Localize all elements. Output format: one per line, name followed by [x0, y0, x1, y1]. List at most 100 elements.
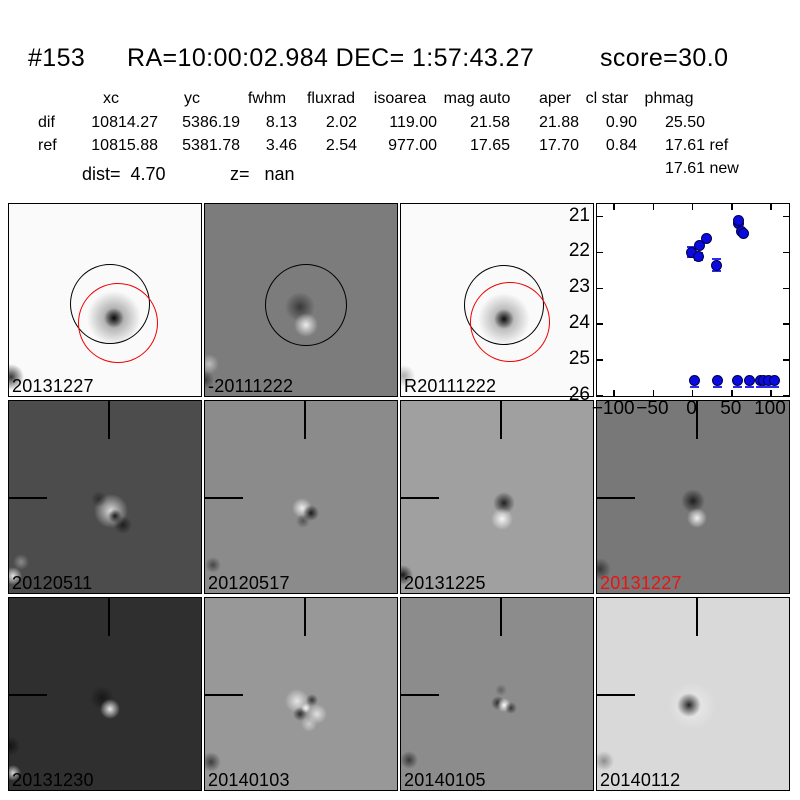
stamp-blob-dark — [491, 696, 505, 710]
crosshair-tick-horizontal — [9, 694, 47, 696]
crosshair-tick-vertical — [696, 401, 698, 439]
stamp-blob-dark — [205, 557, 221, 573]
stamp-blob-dark — [597, 751, 614, 771]
candidate-coords: RA=10:00:02.984 DEC= 1:57:43.27 — [127, 44, 535, 72]
stamp-blob-dark — [114, 516, 132, 534]
crosshair-tick-horizontal — [597, 497, 635, 499]
table-header: phmag — [644, 90, 694, 107]
detection-point — [733, 215, 745, 227]
crosshair-tick-vertical — [500, 598, 502, 636]
table-cell: 21.88 — [538, 114, 579, 131]
limit-cap — [690, 386, 700, 388]
candidate-score: score=30.0 — [600, 44, 729, 72]
stamp-label: 20120511 — [12, 573, 93, 593]
limit-cap — [732, 386, 742, 388]
errorbar-cap — [712, 258, 722, 261]
stamp-panel-20140105: 20140105 — [400, 597, 594, 791]
table-cell: 119.00 — [389, 114, 437, 131]
table-header: cl star — [585, 90, 629, 107]
crosshair-tick-vertical — [108, 598, 110, 636]
table-cell: 17.70 — [538, 137, 579, 154]
stamp-blob-dark — [303, 505, 319, 521]
limit-cap — [764, 386, 774, 388]
stamp-panel-20131225: 20131225 — [400, 400, 594, 594]
limit-cap — [759, 386, 769, 388]
stamp-blob-dark — [296, 514, 310, 528]
stamp-panel-20120517: 20120517 — [204, 400, 398, 594]
y-axis-tick-label: 26 — [568, 384, 590, 405]
stamp-blob-bright — [668, 682, 716, 730]
y-axis-tick — [783, 323, 789, 326]
table-header: fwhm — [247, 90, 287, 107]
x-axis-tick — [770, 204, 772, 210]
stamp-blob-bright — [687, 508, 707, 528]
table-cell: 3.46 — [265, 137, 297, 154]
y-axis-tick-label: 21 — [568, 204, 590, 226]
dist-label: dist= 4.70 — [82, 164, 166, 184]
aperture-circle — [265, 264, 347, 346]
stamp-blob-bright — [301, 703, 311, 713]
y-axis-tick-label: 24 — [568, 312, 590, 334]
table-cell: 21.58 — [469, 114, 510, 131]
stamp-blob-bright — [205, 354, 219, 374]
x-axis-tick-label: 50 — [720, 398, 742, 419]
x-axis-tick — [730, 204, 733, 210]
stamp-blob-dark — [90, 686, 114, 710]
stamp-blob-bright — [497, 698, 511, 712]
y-axis-tick — [597, 359, 603, 361]
x-axis-tick — [770, 390, 772, 396]
stamp-label: R20111222 — [404, 376, 497, 396]
stamp-blob-bright — [13, 554, 29, 570]
table-header: yc — [184, 90, 200, 107]
lightcurve-panel — [596, 203, 790, 397]
y-axis-tick — [597, 287, 603, 290]
stamp-blob-bright — [285, 689, 309, 713]
y-axis-tick — [597, 215, 603, 218]
table-cell: 10814.27 — [91, 114, 158, 131]
phmag-new-note: 17.61 new — [665, 160, 739, 177]
detection-point — [694, 240, 706, 252]
stamp-label: 20131227 — [12, 376, 94, 396]
limit-point — [743, 375, 755, 387]
detection-point — [711, 259, 723, 271]
stamp-panel-20111222: -20111222 — [204, 203, 398, 397]
limit-point — [712, 375, 724, 387]
table-cell: 2.54 — [325, 137, 357, 154]
stamp-panel-20120511: 20120511 — [8, 400, 202, 594]
table-cell: 10815.88 — [91, 137, 158, 154]
table-cell: 5386.19 — [182, 114, 240, 131]
crosshair-tick-horizontal — [205, 694, 243, 696]
crosshair-tick-horizontal — [9, 497, 47, 499]
table-cell: 5381.78 — [182, 137, 240, 154]
crosshair-tick-horizontal — [205, 497, 243, 499]
crosshair-tick-vertical — [108, 401, 110, 439]
y-axis-tick — [783, 395, 789, 397]
y-axis-tick — [783, 359, 789, 361]
stamp-blob-dark — [681, 489, 705, 513]
stamp-blob-dark — [493, 492, 515, 514]
y-axis-tick-label: 25 — [568, 348, 590, 370]
stamp-panel-20131230: 20131230 — [8, 597, 202, 791]
crosshair-tick-horizontal — [597, 694, 635, 696]
table-cell: 17.61 ref — [665, 137, 729, 154]
y-axis-tick-label: 22 — [568, 240, 590, 262]
redshift-label: z= nan — [230, 164, 295, 184]
table-cell: 17.65 — [469, 137, 510, 154]
table-cell: 0.84 — [605, 137, 637, 154]
y-axis-tick — [597, 323, 603, 326]
aperture-circle — [470, 282, 550, 362]
table-cell: 8.13 — [265, 114, 297, 131]
candidate-id: #153 — [28, 44, 86, 72]
stamp-blob-dark — [108, 509, 122, 523]
stamp-label: 20131227 — [600, 573, 682, 593]
crosshair-tick-vertical — [304, 598, 306, 636]
stamp-blob-dark — [91, 491, 107, 507]
x-axis-tick-label: 100 — [754, 398, 786, 419]
limit-point — [731, 375, 743, 387]
table-header: xc — [103, 90, 119, 107]
stamp-blob-bright — [100, 699, 120, 719]
stamp-blob-dark — [505, 702, 517, 714]
limit-point — [689, 375, 701, 387]
table-cell: 25.50 — [665, 114, 706, 131]
stamp-panel-20140103: 20140103 — [204, 597, 398, 791]
